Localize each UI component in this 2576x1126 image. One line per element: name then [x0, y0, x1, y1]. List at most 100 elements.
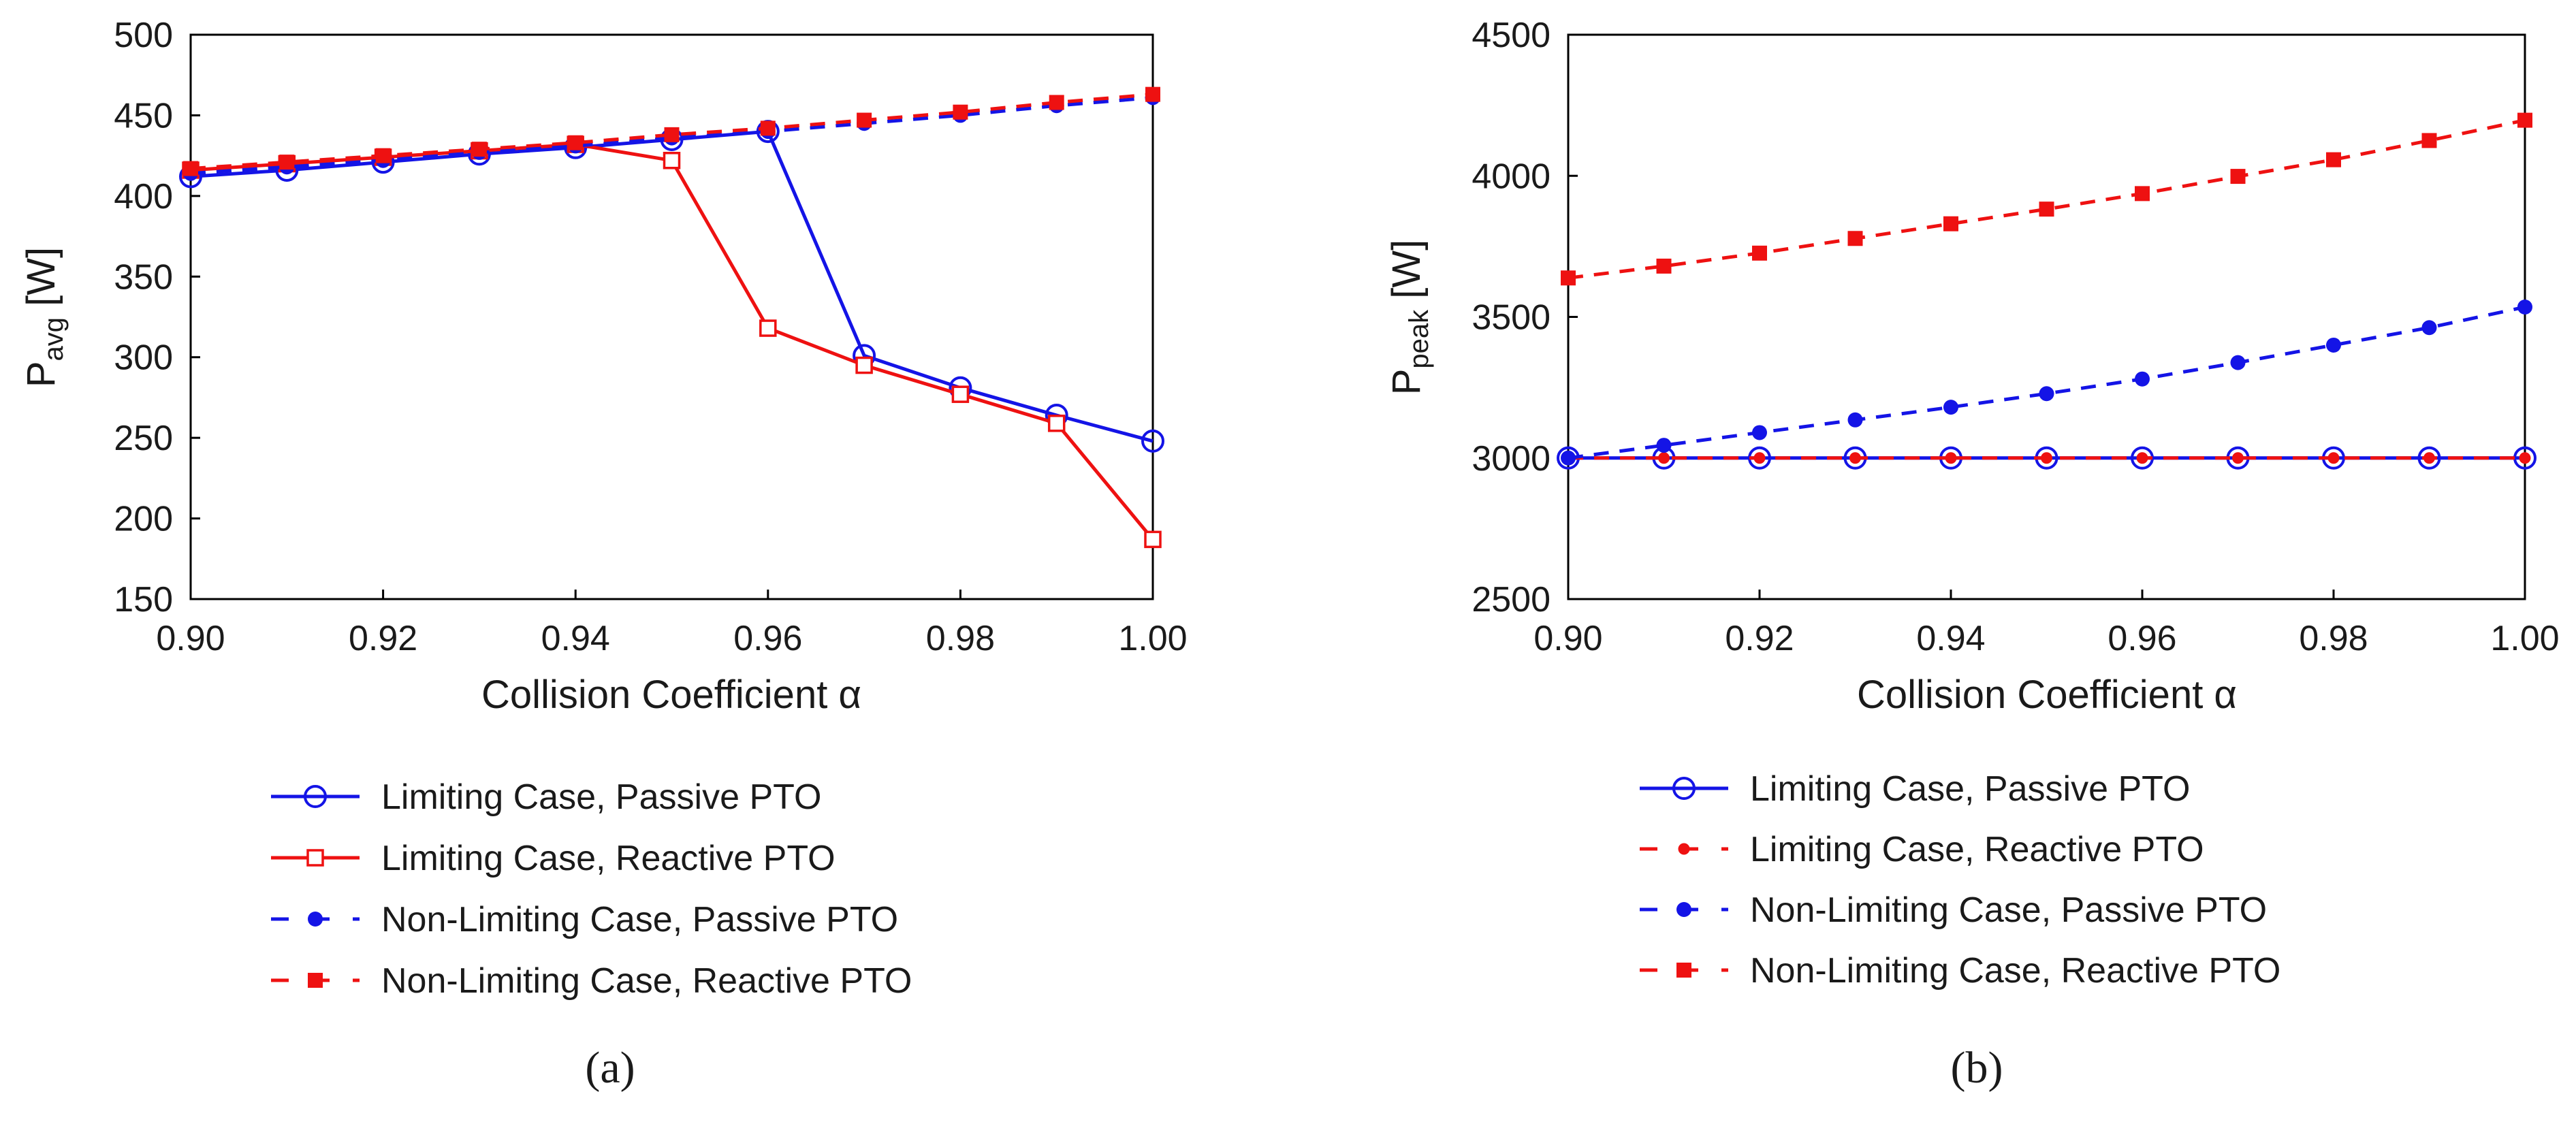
series-line-limiting-case-passive-pto: [190, 129, 1154, 443]
legend-label-limiting-case-passive-pto: Limiting Case, Passive PTO: [1750, 769, 2190, 809]
data-point-limiting-case-reactive-pto: [1047, 415, 1066, 432]
series-non-limiting-case-reactive-pto: [1561, 112, 2532, 286]
legend-label-non-limiting-case-passive-pto: Non-Limiting Case, Passive PTO: [381, 900, 898, 939]
series-limiting-case-passive-pto: [179, 120, 1164, 453]
data-point-non-limiting-case-reactive-pto: [2517, 112, 2532, 128]
x-tick-label: 0.98: [2299, 619, 2368, 658]
data-point-non-limiting-case-passive-pto: [1561, 450, 1576, 466]
y-tick-label: 150: [114, 580, 173, 620]
series-line-limiting-case-reactive-pto: [190, 142, 1154, 541]
y-tick-label: 4000: [1472, 157, 1551, 196]
y-axis-title-unit: [W]: [19, 247, 63, 317]
data-point-limiting-case-reactive-pto: [759, 319, 777, 337]
y-tick-label: 2500: [1472, 580, 1551, 620]
x-tick-label: 0.90: [156, 619, 225, 658]
data-point-non-limiting-case-reactive-pto: [2135, 186, 2150, 202]
legend-marker-non-limiting-case-reactive-pto: [1676, 963, 1691, 978]
legend-label-limiting-case-reactive-pto: Limiting Case, Reactive PTO: [1750, 830, 2204, 869]
data-point-non-limiting-case-reactive-pto: [664, 127, 680, 142]
data-point-non-limiting-case-passive-pto: [2517, 299, 2532, 315]
data-point-limiting-case-reactive-pto: [1144, 530, 1162, 549]
y-axis-title: Pavg [W]: [19, 247, 69, 387]
x-tick-label: 0.94: [541, 619, 610, 658]
data-point-non-limiting-case-passive-pto: [1847, 412, 1863, 428]
x-tick-label: 0.96: [2108, 619, 2176, 658]
data-point-non-limiting-case-reactive-pto: [2326, 152, 2341, 167]
data-point-non-limiting-case-reactive-pto: [857, 112, 872, 128]
data-point-non-limiting-case-passive-pto: [2039, 386, 2054, 402]
data-point-limiting-case-reactive-pto: [2327, 452, 2340, 464]
x-axis-title: Collision Coefficient α: [1857, 673, 2237, 717]
data-point-limiting-case-reactive-pto: [2232, 452, 2244, 464]
data-point-non-limiting-case-reactive-pto: [2230, 169, 2246, 184]
legend-label-non-limiting-case-passive-pto: Non-Limiting Case, Passive PTO: [1750, 890, 2267, 930]
y-tick-label: 3500: [1472, 298, 1551, 338]
data-point-limiting-case-reactive-pto: [1849, 452, 1861, 464]
legend-label-non-limiting-case-reactive-pto: Non-Limiting Case, Reactive PTO: [1750, 951, 2280, 991]
x-tick-label: 0.94: [1916, 619, 1985, 658]
data-point-non-limiting-case-reactive-pto: [183, 161, 198, 176]
legend-marker-limiting-case-passive-pto: [1672, 777, 1696, 800]
data-point-non-limiting-case-passive-pto: [1656, 438, 1672, 453]
legend-label-non-limiting-case-reactive-pto: Non-Limiting Case, Reactive PTO: [381, 961, 912, 1001]
x-tick-label: 0.96: [733, 619, 802, 658]
data-point-non-limiting-case-reactive-pto: [279, 155, 295, 170]
data-point-non-limiting-case-reactive-pto: [375, 148, 391, 163]
data-point-non-limiting-case-passive-pto: [1752, 425, 1767, 440]
data-point-limiting-case-reactive-pto: [663, 151, 681, 170]
x-tick-label: 1.00: [1118, 619, 1187, 658]
x-tick-label: 0.92: [1725, 619, 1794, 658]
data-point-limiting-case-passive-pto: [1141, 429, 1164, 453]
legend-marker-limiting-case-reactive-pto: [306, 849, 324, 867]
data-point-non-limiting-case-passive-pto: [1943, 400, 1958, 415]
data-point-limiting-case-reactive-pto: [1658, 452, 1670, 464]
chart-b-plot-frame: [1567, 33, 2526, 600]
y-axis-title-subscript: peak: [1404, 309, 1434, 369]
y-tick-label: 250: [114, 419, 173, 458]
x-tick-label: 0.90: [1533, 619, 1602, 658]
data-point-non-limiting-case-reactive-pto: [2421, 133, 2437, 148]
y-tick-label: 350: [114, 257, 173, 297]
x-axis-title: Collision Coefficient α: [481, 673, 861, 717]
data-point-non-limiting-case-reactive-pto: [1847, 231, 1863, 246]
data-point-non-limiting-case-passive-pto: [2326, 337, 2341, 353]
y-axis-title-unit: [W]: [1384, 240, 1429, 310]
data-point-non-limiting-case-reactive-pto: [953, 104, 968, 120]
y-axis-title-main: P: [1384, 369, 1429, 396]
x-tick-label: 0.92: [349, 619, 417, 658]
panel-label: (a): [585, 1043, 635, 1093]
chart-b: 0.90 0.92 0.94 0.96 0.98 1.00 2500 3000 3500 4000…: [1384, 16, 2560, 1093]
data-point-non-limiting-case-reactive-pto: [1561, 270, 1576, 286]
y-tick-label: 450: [114, 96, 173, 135]
legend-marker-limiting-case-reactive-pto: [1678, 843, 1690, 855]
legend-marker-non-limiting-case-reactive-pto: [308, 973, 323, 988]
data-point-limiting-case-passive-pto: [2417, 446, 2441, 470]
x-tick-label: 1.00: [2490, 619, 2559, 658]
chart-a-legend: Limiting Case, Passive PTO Limiting Case,…: [271, 777, 912, 1001]
chart-a: 0.90 0.92 0.94 0.96 0.98 1.00 150 200 250 300 350 4…: [19, 16, 1188, 1093]
data-point-limiting-case-reactive-pto: [1753, 452, 1766, 464]
data-point-limiting-case-reactive-pto: [1945, 452, 1957, 464]
y-tick-label: 300: [114, 338, 173, 378]
chart-a-plot-frame: [189, 33, 1154, 600]
series-line-non-limiting-case-reactive-pto: [1568, 118, 2526, 280]
chart-b-legend: Limiting Case, Passive PTO Limiting Case,…: [1640, 769, 2280, 991]
data-point-non-limiting-case-reactive-pto: [1752, 245, 1767, 261]
data-point-limiting-case-reactive-pto: [951, 385, 970, 403]
data-point-limiting-case-reactive-pto: [2519, 452, 2531, 464]
data-point-limiting-case-reactive-pto: [2423, 452, 2435, 464]
y-axis-title-main: P: [19, 361, 63, 387]
legend-marker-limiting-case-passive-pto: [304, 785, 327, 808]
y-tick-label: 400: [114, 177, 173, 216]
y-tick-label: 500: [114, 16, 173, 55]
data-point-non-limiting-case-reactive-pto: [1943, 216, 1958, 231]
panel-label: (b): [1951, 1043, 2003, 1093]
data-point-non-limiting-case-passive-pto: [2135, 371, 2150, 387]
x-tick-label: 0.98: [926, 619, 995, 658]
data-point-limiting-case-reactive-pto: [855, 356, 873, 374]
series-line-non-limiting-case-passive-pto: [1568, 305, 2526, 460]
data-point-non-limiting-case-reactive-pto: [2039, 202, 2054, 217]
series-limiting-case-reactive-pto: [182, 135, 1162, 549]
data-point-non-limiting-case-passive-pto: [2230, 355, 2246, 370]
data-point-non-limiting-case-reactive-pto: [568, 135, 584, 150]
